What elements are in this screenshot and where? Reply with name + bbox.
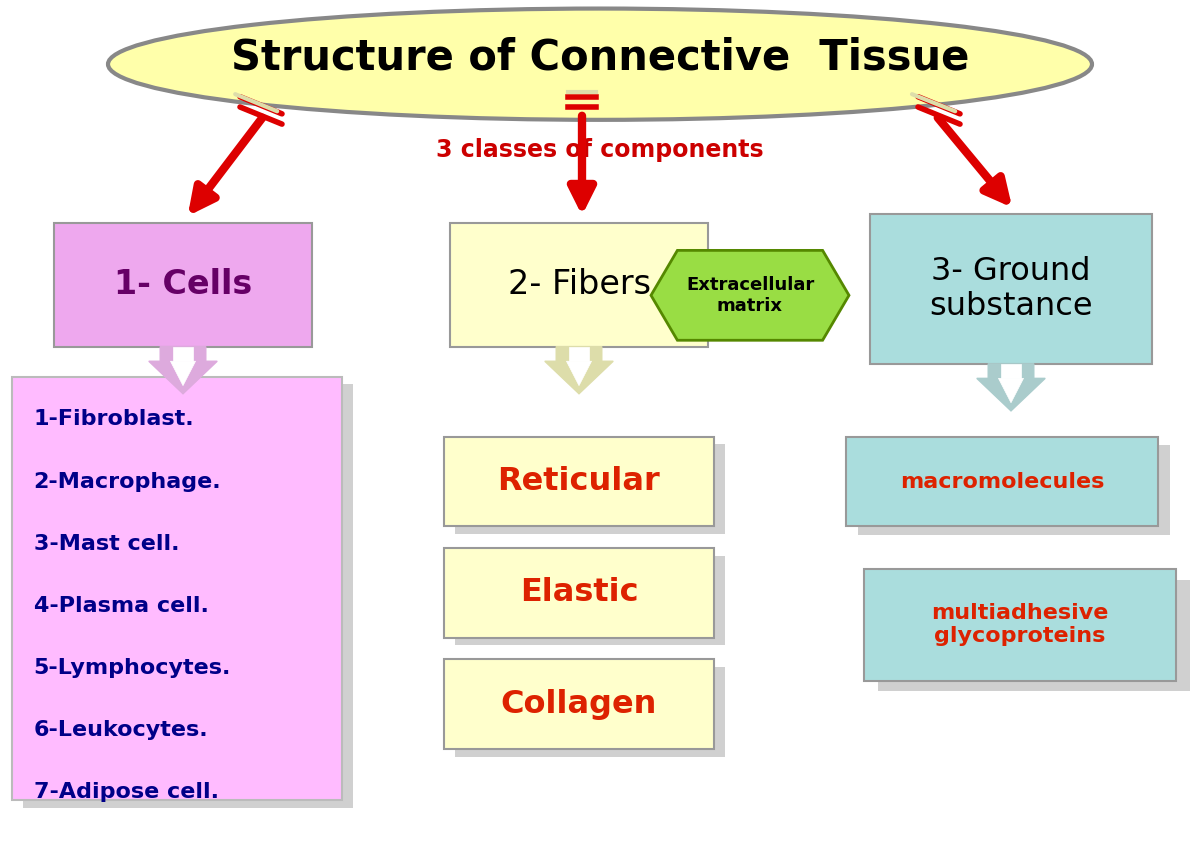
Polygon shape xyxy=(1001,364,1021,378)
FancyBboxPatch shape xyxy=(455,667,725,757)
Text: 1- Cells: 1- Cells xyxy=(114,268,252,301)
Text: Reticular: Reticular xyxy=(498,466,660,497)
Polygon shape xyxy=(569,347,589,361)
Ellipse shape xyxy=(108,9,1092,120)
FancyBboxPatch shape xyxy=(455,556,725,645)
Polygon shape xyxy=(545,347,613,394)
Text: Extracellular
matrix: Extracellular matrix xyxy=(686,276,814,315)
Text: 3-Mast cell.: 3-Mast cell. xyxy=(34,533,179,554)
FancyBboxPatch shape xyxy=(444,437,714,526)
FancyBboxPatch shape xyxy=(23,384,353,808)
Text: 2- Fibers: 2- Fibers xyxy=(508,268,650,301)
Text: Structure of Connective  Tissue: Structure of Connective Tissue xyxy=(230,36,970,79)
FancyBboxPatch shape xyxy=(870,214,1152,364)
FancyBboxPatch shape xyxy=(444,548,714,638)
Text: 5-Lymphocytes.: 5-Lymphocytes. xyxy=(34,657,230,678)
FancyBboxPatch shape xyxy=(846,437,1158,526)
FancyBboxPatch shape xyxy=(12,377,342,800)
Text: 1-Fibroblast.: 1-Fibroblast. xyxy=(34,409,194,430)
Polygon shape xyxy=(650,251,850,341)
FancyBboxPatch shape xyxy=(450,223,708,347)
Text: 3- Ground
substance: 3- Ground substance xyxy=(929,255,1093,323)
FancyBboxPatch shape xyxy=(54,223,312,347)
FancyBboxPatch shape xyxy=(444,659,714,749)
Text: macromolecules: macromolecules xyxy=(900,472,1104,491)
Polygon shape xyxy=(149,347,217,394)
FancyBboxPatch shape xyxy=(455,444,725,534)
Text: Elastic: Elastic xyxy=(520,577,638,609)
Polygon shape xyxy=(998,378,1024,403)
Text: 6-Leukocytes.: 6-Leukocytes. xyxy=(34,720,209,740)
Text: 2-Macrophage.: 2-Macrophage. xyxy=(34,472,221,491)
Text: multiadhesive
glycoproteins: multiadhesive glycoproteins xyxy=(931,603,1109,646)
Text: 4-Plasma cell.: 4-Plasma cell. xyxy=(34,596,209,615)
Polygon shape xyxy=(977,364,1045,411)
Text: 7-Adipose cell.: 7-Adipose cell. xyxy=(34,782,218,802)
Text: 3 classes of components: 3 classes of components xyxy=(436,138,764,162)
Text: Collagen: Collagen xyxy=(500,688,658,720)
Polygon shape xyxy=(173,347,193,361)
Polygon shape xyxy=(170,361,196,386)
FancyBboxPatch shape xyxy=(858,445,1170,535)
Polygon shape xyxy=(566,361,592,386)
FancyBboxPatch shape xyxy=(878,580,1190,691)
FancyBboxPatch shape xyxy=(864,569,1176,681)
